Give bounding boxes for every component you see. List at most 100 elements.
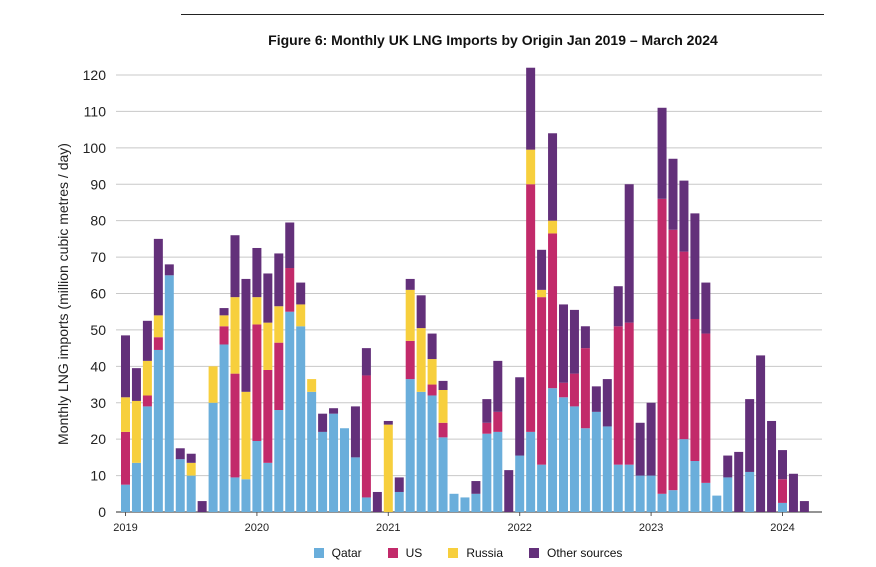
bar-segment-us: [559, 382, 568, 398]
x-tick-label: 2019: [113, 522, 137, 534]
bar-segment-other-sources: [515, 377, 525, 456]
bar-segment-russia: [208, 366, 218, 403]
bar-segment-other-sources: [131, 368, 141, 401]
bar-segment-qatar: [537, 464, 547, 512]
bar-segment-other-sources: [372, 491, 382, 512]
bar-segment-other-sources: [427, 333, 437, 360]
bar-segment-russia: [307, 379, 317, 392]
bar-segment-us: [482, 422, 492, 434]
bar-segment-qatar: [350, 457, 360, 513]
bar-segment-us: [405, 340, 415, 380]
bar-segment-russia: [274, 306, 284, 343]
bar-segment-us: [690, 318, 700, 462]
bar-segment-other-sources: [745, 399, 755, 472]
bar-segment-us: [537, 297, 547, 465]
legend: Qatar US Russia Other sources: [0, 546, 876, 560]
bar-segment-russia: [252, 297, 262, 325]
bar-segment-qatar: [285, 311, 295, 512]
x-axis-ticks: 2019 2020 2021 2022 2023 2024: [113, 512, 795, 534]
bar-segment-qatar: [230, 477, 240, 512]
bar-segment-qatar: [361, 497, 371, 512]
bar-segment-us: [285, 268, 295, 312]
bar-segment-qatar: [186, 475, 196, 512]
bar-segment-russia: [427, 359, 437, 385]
y-tick-label: 30: [90, 395, 106, 411]
bar-segment-other-sources: [175, 448, 185, 460]
bar-segment-russia: [405, 289, 415, 341]
bar-segment-qatar: [241, 479, 251, 512]
x-tick-label: 2023: [639, 522, 663, 534]
x-tick-label: 2022: [507, 522, 531, 534]
bar-segment-other-sources: [383, 420, 393, 425]
bar-segment-other-sources: [799, 501, 809, 512]
chart-title: Figure 6: Monthly UK LNG Imports by Orig…: [268, 32, 718, 48]
bar-segment-qatar: [427, 395, 437, 512]
bar-segment-qatar: [405, 379, 415, 512]
bar-segment-qatar: [613, 464, 623, 512]
bar-segment-other-sources: [493, 360, 503, 412]
bar-segment-us: [613, 326, 623, 465]
bar-segment-other-sources: [723, 455, 733, 478]
bar-segment-other-sources: [252, 247, 262, 298]
bar-segment-qatar: [438, 437, 448, 512]
bar-segment-russia: [131, 400, 141, 463]
bar-segment-qatar: [121, 484, 130, 512]
bar-segment-qatar: [723, 477, 733, 512]
y-tick-label: 90: [90, 176, 106, 192]
bar-segment-qatar: [482, 433, 492, 512]
bar-segment-other-sources: [350, 406, 360, 458]
bar-segment-russia: [121, 397, 130, 432]
bar-segment-other-sources: [767, 420, 777, 512]
bar-segment-us: [548, 233, 558, 389]
bar-segment-russia: [219, 315, 229, 327]
y-tick-label: 10: [90, 468, 106, 484]
x-tick-label: 2020: [245, 522, 269, 534]
bar-segment-other-sources: [635, 422, 645, 476]
bar-segment-qatar: [131, 462, 141, 512]
bar-segment-qatar: [252, 440, 262, 512]
y-tick-label: 110: [84, 103, 107, 119]
x-tick-label: 2021: [376, 522, 400, 534]
bar-segment-other-sources: [405, 278, 415, 290]
bar-segment-us: [657, 198, 667, 494]
bar-segment-qatar: [515, 455, 525, 512]
legend-swatch: [387, 548, 398, 558]
y-tick-label: 0: [98, 504, 106, 520]
bar-segment-qatar: [153, 349, 163, 512]
bar-segment-other-sources: [526, 67, 536, 150]
bar-segment-qatar: [624, 464, 634, 512]
bar-segment-other-sources: [482, 399, 492, 423]
legend-label: US: [405, 546, 423, 560]
bar-segment-other-sources: [241, 278, 251, 392]
bar-segment-us: [219, 326, 229, 345]
y-axis-ticks: 0 10 20 30 40 50 60 70 80 90 100 110 120: [83, 67, 107, 520]
bar-segment-us: [701, 333, 711, 483]
legend-swatch: [529, 548, 539, 558]
y-tick-label: 120: [83, 67, 107, 83]
bar-segment-qatar: [340, 428, 349, 512]
bar-segment-qatar: [569, 406, 579, 512]
bar-segment-other-sources: [329, 408, 339, 414]
bar-segment-qatar: [329, 413, 339, 512]
bar-segment-us: [427, 384, 437, 396]
y-tick-label: 60: [90, 286, 106, 302]
bar-segment-us: [778, 479, 787, 503]
bar-segment-other-sources: [569, 309, 579, 374]
bar-segment-us: [493, 411, 503, 432]
bar-segment-qatar: [416, 391, 426, 512]
bar-segment-us: [252, 324, 262, 441]
bar-segment-other-sources: [613, 286, 623, 327]
y-tick-label: 80: [90, 213, 106, 229]
bar-segment-other-sources: [361, 348, 371, 376]
bar-segment-us: [438, 422, 448, 438]
bar-segment-other-sources: [230, 235, 240, 298]
bar-segment-qatar: [778, 502, 787, 512]
title-rule: [181, 14, 824, 15]
legend-item: US: [387, 546, 423, 560]
legend-label: Other sources: [547, 546, 623, 560]
bar-segment-us: [263, 369, 273, 463]
legend-item: Qatar: [313, 546, 362, 560]
x-tick-label: 2024: [770, 522, 794, 534]
bar-segment-us: [361, 375, 371, 498]
bar-segment-qatar: [307, 391, 317, 512]
